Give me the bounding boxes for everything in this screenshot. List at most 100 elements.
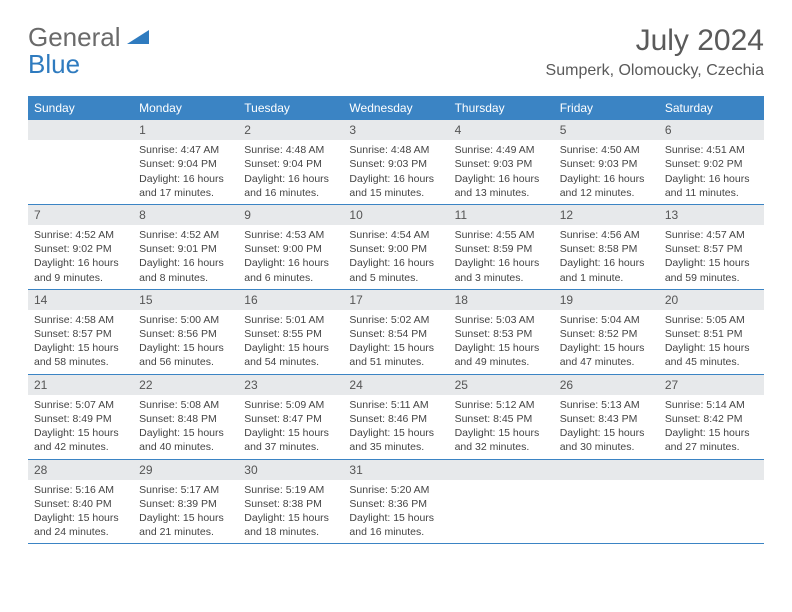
- daylight-text: Daylight: 15 hours and 18 minutes.: [244, 511, 337, 539]
- daylight-text: Daylight: 15 hours and 45 minutes.: [665, 341, 758, 369]
- day-content: Sunrise: 5:04 AMSunset: 8:52 PMDaylight:…: [554, 312, 659, 374]
- day-content: Sunrise: 5:01 AMSunset: 8:55 PMDaylight:…: [238, 312, 343, 374]
- day-content: Sunrise: 4:56 AMSunset: 8:58 PMDaylight:…: [554, 227, 659, 289]
- weekday-header: Thursday: [449, 96, 554, 120]
- daylight-text: Daylight: 16 hours and 1 minute.: [560, 256, 653, 284]
- sunrise-text: Sunrise: 4:50 AM: [560, 143, 653, 157]
- day-number: [554, 460, 659, 480]
- sunrise-text: Sunrise: 4:52 AM: [139, 228, 232, 242]
- sunrise-text: Sunrise: 5:14 AM: [665, 398, 758, 412]
- calendar-day: [449, 460, 554, 544]
- sunset-text: Sunset: 8:57 PM: [34, 327, 127, 341]
- calendar-week: 7Sunrise: 4:52 AMSunset: 9:02 PMDaylight…: [28, 205, 764, 290]
- calendar-day: 22Sunrise: 5:08 AMSunset: 8:48 PMDayligh…: [133, 375, 238, 459]
- logo-word2: Blue: [28, 49, 80, 79]
- day-content: Sunrise: 5:00 AMSunset: 8:56 PMDaylight:…: [133, 312, 238, 374]
- day-content: Sunrise: 4:53 AMSunset: 9:00 PMDaylight:…: [238, 227, 343, 289]
- sunset-text: Sunset: 8:43 PM: [560, 412, 653, 426]
- calendar-day: 25Sunrise: 5:12 AMSunset: 8:45 PMDayligh…: [449, 375, 554, 459]
- sunset-text: Sunset: 8:57 PM: [665, 242, 758, 256]
- daylight-text: Daylight: 15 hours and 21 minutes.: [139, 511, 232, 539]
- logo-triangle-icon: [127, 30, 149, 46]
- day-number: 12: [554, 205, 659, 225]
- sunrise-text: Sunrise: 4:57 AM: [665, 228, 758, 242]
- calendar-day: 4Sunrise: 4:49 AMSunset: 9:03 PMDaylight…: [449, 120, 554, 204]
- day-number: 14: [28, 290, 133, 310]
- sunset-text: Sunset: 8:59 PM: [455, 242, 548, 256]
- calendar-day: 5Sunrise: 4:50 AMSunset: 9:03 PMDaylight…: [554, 120, 659, 204]
- day-number: 29: [133, 460, 238, 480]
- header: General Blue July 2024 Sumperk, Olomouck…: [28, 24, 764, 80]
- day-number: 22: [133, 375, 238, 395]
- weekday-header: Tuesday: [238, 96, 343, 120]
- daylight-text: Daylight: 15 hours and 47 minutes.: [560, 341, 653, 369]
- day-number: 5: [554, 120, 659, 140]
- day-content: Sunrise: 5:20 AMSunset: 8:36 PMDaylight:…: [343, 482, 448, 544]
- day-content: Sunrise: 5:16 AMSunset: 8:40 PMDaylight:…: [28, 482, 133, 544]
- calendar-day: 28Sunrise: 5:16 AMSunset: 8:40 PMDayligh…: [28, 460, 133, 544]
- sunset-text: Sunset: 8:46 PM: [349, 412, 442, 426]
- daylight-text: Daylight: 16 hours and 8 minutes.: [139, 256, 232, 284]
- calendar-weeks: 1Sunrise: 4:47 AMSunset: 9:04 PMDaylight…: [28, 120, 764, 544]
- sunset-text: Sunset: 8:58 PM: [560, 242, 653, 256]
- sunset-text: Sunset: 8:47 PM: [244, 412, 337, 426]
- daylight-text: Daylight: 15 hours and 54 minutes.: [244, 341, 337, 369]
- sunset-text: Sunset: 8:39 PM: [139, 497, 232, 511]
- calendar-day: 14Sunrise: 4:58 AMSunset: 8:57 PMDayligh…: [28, 290, 133, 374]
- day-content: Sunrise: 5:08 AMSunset: 8:48 PMDaylight:…: [133, 397, 238, 459]
- weekday-header: Sunday: [28, 96, 133, 120]
- day-number: 24: [343, 375, 448, 395]
- daylight-text: Daylight: 16 hours and 5 minutes.: [349, 256, 442, 284]
- daylight-text: Daylight: 16 hours and 9 minutes.: [34, 256, 127, 284]
- day-content: Sunrise: 5:03 AMSunset: 8:53 PMDaylight:…: [449, 312, 554, 374]
- calendar-day: 2Sunrise: 4:48 AMSunset: 9:04 PMDaylight…: [238, 120, 343, 204]
- sunset-text: Sunset: 8:36 PM: [349, 497, 442, 511]
- calendar-day: 10Sunrise: 4:54 AMSunset: 9:00 PMDayligh…: [343, 205, 448, 289]
- calendar-day: 7Sunrise: 4:52 AMSunset: 9:02 PMDaylight…: [28, 205, 133, 289]
- day-number: 31: [343, 460, 448, 480]
- calendar-day: [659, 460, 764, 544]
- sunset-text: Sunset: 9:03 PM: [560, 157, 653, 171]
- day-number: 19: [554, 290, 659, 310]
- day-number: 11: [449, 205, 554, 225]
- day-number: 18: [449, 290, 554, 310]
- daylight-text: Daylight: 16 hours and 15 minutes.: [349, 172, 442, 200]
- day-content: Sunrise: 4:52 AMSunset: 9:01 PMDaylight:…: [133, 227, 238, 289]
- weekday-header: Friday: [554, 96, 659, 120]
- daylight-text: Daylight: 16 hours and 16 minutes.: [244, 172, 337, 200]
- sunset-text: Sunset: 8:40 PM: [34, 497, 127, 511]
- day-number: 25: [449, 375, 554, 395]
- calendar-day: 23Sunrise: 5:09 AMSunset: 8:47 PMDayligh…: [238, 375, 343, 459]
- sunrise-text: Sunrise: 4:56 AM: [560, 228, 653, 242]
- sunrise-text: Sunrise: 4:53 AM: [244, 228, 337, 242]
- calendar-day: 20Sunrise: 5:05 AMSunset: 8:51 PMDayligh…: [659, 290, 764, 374]
- day-number: 15: [133, 290, 238, 310]
- calendar-week: 21Sunrise: 5:07 AMSunset: 8:49 PMDayligh…: [28, 375, 764, 460]
- sunrise-text: Sunrise: 5:02 AM: [349, 313, 442, 327]
- sunset-text: Sunset: 9:00 PM: [244, 242, 337, 256]
- calendar: Sunday Monday Tuesday Wednesday Thursday…: [28, 96, 764, 544]
- weekday-header: Monday: [133, 96, 238, 120]
- daylight-text: Daylight: 16 hours and 11 minutes.: [665, 172, 758, 200]
- logo-word1: General: [28, 22, 121, 52]
- sunrise-text: Sunrise: 5:20 AM: [349, 483, 442, 497]
- daylight-text: Daylight: 16 hours and 17 minutes.: [139, 172, 232, 200]
- calendar-day: 12Sunrise: 4:56 AMSunset: 8:58 PMDayligh…: [554, 205, 659, 289]
- calendar-day: 19Sunrise: 5:04 AMSunset: 8:52 PMDayligh…: [554, 290, 659, 374]
- calendar-day: 17Sunrise: 5:02 AMSunset: 8:54 PMDayligh…: [343, 290, 448, 374]
- sunset-text: Sunset: 9:03 PM: [455, 157, 548, 171]
- day-content: Sunrise: 5:14 AMSunset: 8:42 PMDaylight:…: [659, 397, 764, 459]
- day-content: Sunrise: 4:58 AMSunset: 8:57 PMDaylight:…: [28, 312, 133, 374]
- sunset-text: Sunset: 8:56 PM: [139, 327, 232, 341]
- sunrise-text: Sunrise: 4:47 AM: [139, 143, 232, 157]
- day-number: 3: [343, 120, 448, 140]
- sunrise-text: Sunrise: 5:12 AM: [455, 398, 548, 412]
- day-content: Sunrise: 5:07 AMSunset: 8:49 PMDaylight:…: [28, 397, 133, 459]
- day-number: 2: [238, 120, 343, 140]
- calendar-day: 21Sunrise: 5:07 AMSunset: 8:49 PMDayligh…: [28, 375, 133, 459]
- day-number: 28: [28, 460, 133, 480]
- daylight-text: Daylight: 16 hours and 13 minutes.: [455, 172, 548, 200]
- daylight-text: Daylight: 15 hours and 40 minutes.: [139, 426, 232, 454]
- sunrise-text: Sunrise: 5:05 AM: [665, 313, 758, 327]
- sunrise-text: Sunrise: 5:19 AM: [244, 483, 337, 497]
